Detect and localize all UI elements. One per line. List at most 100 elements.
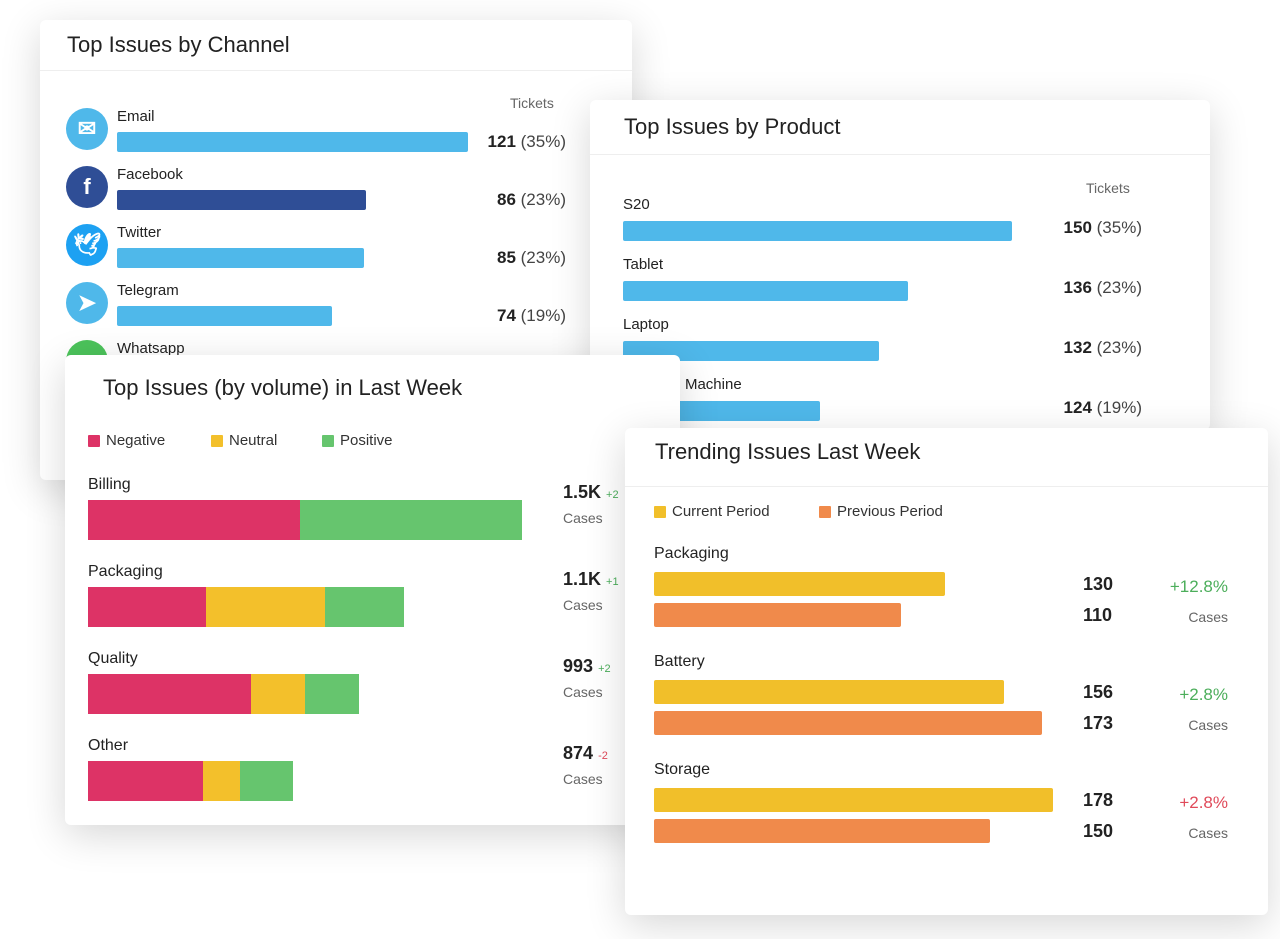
bar <box>623 221 1012 241</box>
legend-label: Negative <box>106 432 166 449</box>
total-value: 993 +2 <box>563 656 611 677</box>
change: -2 <box>598 750 608 762</box>
category-label: Quality <box>88 650 138 667</box>
total-value: 1.5K +2 <box>563 482 619 503</box>
value-label: 124 (19%) <box>1064 398 1142 418</box>
percent: (23%) <box>1096 278 1142 297</box>
total-value: 874 -2 <box>563 743 608 764</box>
category-label: Packaging <box>88 563 163 580</box>
category-label: S20 <box>623 196 650 213</box>
bar-segment-positive <box>324 587 404 627</box>
bar-segment-negative <box>88 500 301 540</box>
percent: (23%) <box>520 190 566 209</box>
change-percent: +2.8% <box>1179 685 1228 704</box>
category-label: Other <box>88 737 129 754</box>
total: 1.1K <box>563 569 602 589</box>
ticket-count: 121 <box>487 132 516 151</box>
telegram-icon: ➤ <box>66 282 108 324</box>
total-value: 1.1K +1 <box>563 569 619 590</box>
ticket-count: 124 <box>1063 398 1092 417</box>
tickets-header: Tickets <box>1086 180 1130 196</box>
change-percent: +12.8% <box>1169 577 1228 596</box>
ticket-count: 85 <box>496 248 516 267</box>
value-label: 150 <box>1083 821 1114 841</box>
percent: (35%) <box>1096 218 1142 237</box>
percent: (19%) <box>520 306 566 325</box>
category-label: Whatsapp <box>117 340 185 357</box>
percent: (35%) <box>520 132 566 151</box>
legend-swatch <box>654 505 666 518</box>
legend-swatch <box>88 434 100 447</box>
value-label: 74 (19%) <box>497 306 566 326</box>
bar <box>117 306 332 326</box>
unit-label: Cases <box>563 510 603 526</box>
bar-current <box>654 788 1053 812</box>
bar <box>117 190 367 210</box>
percent: (19%) <box>1096 398 1142 417</box>
bar-segment-negative <box>88 587 207 627</box>
category-label: Twitter <box>117 224 162 241</box>
unit-label: Cases <box>563 771 603 787</box>
change-percent: +2.8% <box>1179 793 1228 812</box>
legend-item-neutral: Neutral <box>211 432 277 449</box>
legend-label: Neutral <box>229 432 278 449</box>
bar-segment-neutral <box>206 587 325 627</box>
legend-item-positive: Positive <box>322 432 393 449</box>
facebook-icon: f <box>66 166 108 208</box>
legend-item-previous: Previous Period <box>819 503 943 520</box>
ticket-count: 132 <box>1063 338 1092 357</box>
total: 993 <box>563 656 594 676</box>
ticket-count: 136 <box>1063 278 1092 297</box>
legend-label: Positive <box>340 432 393 449</box>
ticket-count: 74 <box>496 306 516 325</box>
value-label: 178 <box>1083 790 1114 810</box>
category-label: Billing <box>88 476 131 493</box>
value-label: 86 (23%) <box>497 190 566 210</box>
total: 874 <box>563 743 594 763</box>
value-label: 156 <box>1083 682 1114 702</box>
bar-segment-positive <box>305 674 360 714</box>
bar-segment-negative <box>88 761 204 801</box>
change: +2 <box>606 489 619 501</box>
legend-item-negative: Negative <box>88 432 165 449</box>
category-label: Battery <box>654 653 705 670</box>
value-label: 132 (23%) <box>1064 338 1142 358</box>
bar-previous <box>654 711 1042 735</box>
card-title: Top Issues (by volume) in Last Week <box>103 375 463 400</box>
value-label: 150 (35%) <box>1064 218 1142 238</box>
bar <box>623 281 909 301</box>
legend-swatch <box>322 434 334 447</box>
value-label: 85 (23%) <box>497 248 566 268</box>
bar-segment-positive <box>240 761 294 801</box>
category-label: Telegram <box>117 282 179 299</box>
top-issues-by-volume-card: Top Issues (by volume) in Last Week Nega… <box>65 355 680 825</box>
legend-label: Previous Period <box>837 503 943 520</box>
bar-current <box>654 680 1004 704</box>
top-issues-by-product-card: Top Issues by Product Tickets S20 150 (35… <box>590 100 1210 430</box>
change: +2 <box>598 663 611 675</box>
value-label: 136 (23%) <box>1064 278 1142 298</box>
tickets-header: Tickets <box>510 95 554 111</box>
category-label: Laptop <box>623 316 669 333</box>
bar-segment-positive <box>300 500 522 540</box>
value-label: 121 (35%) <box>488 132 566 152</box>
value-label: 130 <box>1083 574 1114 594</box>
unit-label: Cases <box>1188 825 1228 841</box>
ticket-count: 86 <box>496 190 516 209</box>
card-title: Trending Issues Last Week <box>655 439 921 464</box>
bar <box>117 248 364 268</box>
bar <box>623 341 879 361</box>
bar <box>117 132 468 152</box>
legend-swatch <box>211 434 223 447</box>
legend-item-current: Current Period <box>654 503 770 520</box>
unit-label: Cases <box>1188 609 1228 625</box>
legend-label: Current Period <box>672 503 770 520</box>
card-title: Top Issues by Channel <box>67 32 290 57</box>
bar-segment-neutral <box>203 761 241 801</box>
unit-label: Cases <box>563 684 603 700</box>
percent: (23%) <box>1096 338 1142 357</box>
bar-current <box>654 572 946 596</box>
twitter-icon: 🕊 <box>66 224 108 266</box>
card-title: Top Issues by Product <box>624 114 841 139</box>
bar-segment-negative <box>88 674 252 714</box>
